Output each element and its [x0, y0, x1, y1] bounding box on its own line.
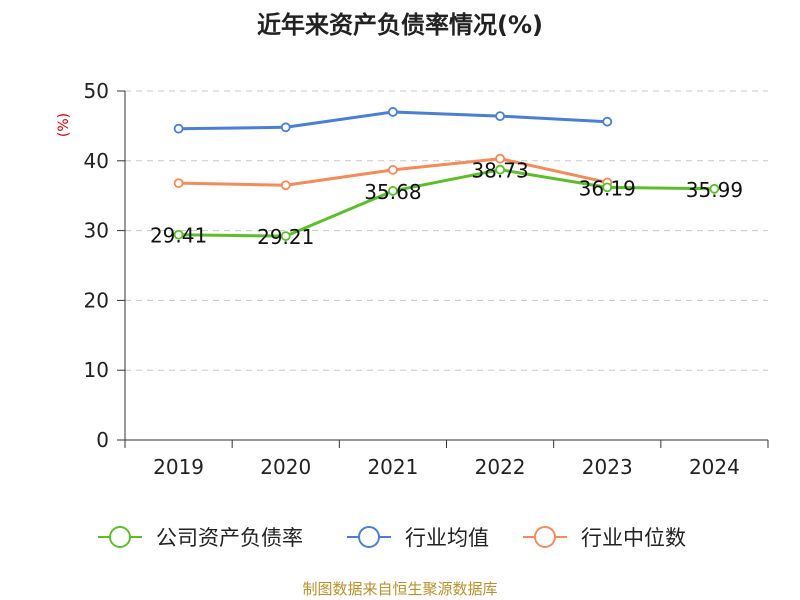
data-point: [173, 123, 184, 134]
data-labels: 29.41 29.21 35.68 38.73 36.19 35.99: [150, 159, 743, 249]
legend: 公司资产负债率 行业均值 行业中位数: [98, 526, 686, 550]
x-tick-label: 2023: [582, 455, 633, 479]
data-point: [280, 122, 291, 133]
legend-marker: [358, 526, 380, 548]
data-point: [388, 107, 398, 117]
data-point: [602, 116, 613, 127]
legend-label: 行业均值: [405, 526, 489, 550]
grid-lines: [125, 90, 768, 371]
data-label: 38.73: [471, 159, 528, 183]
y-tick-label: 0: [96, 428, 109, 452]
data-point: [388, 164, 398, 175]
series-lines: [173, 107, 720, 242]
data-label: 35.68: [364, 180, 421, 204]
legend-marker: [534, 526, 556, 548]
chart-title: 近年来资产负债率情况(%): [257, 11, 543, 39]
x-tick-label: 2024: [689, 455, 740, 479]
data-label: 35.99: [686, 178, 743, 202]
data-point: [280, 180, 291, 191]
data-point: [280, 231, 291, 242]
data-label: 36.19: [579, 176, 636, 200]
data-point: [173, 178, 184, 189]
y-tick-label: 10: [84, 358, 109, 382]
x-tick-label: 2019: [153, 455, 204, 479]
x-tick-label: 2021: [367, 455, 418, 479]
y-axis-unit: (%): [56, 113, 72, 137]
y-tick-label: 30: [84, 219, 109, 243]
series-line: [178, 168, 715, 238]
x-tick-label: 2020: [260, 455, 311, 479]
data-point: [602, 182, 613, 193]
y-tick-label: 20: [84, 288, 109, 312]
data-source-note: 制图数据来自恒生聚源数据库: [302, 580, 497, 598]
x-tick-label: 2022: [475, 455, 526, 479]
data-point: [709, 183, 720, 194]
legend-label: 行业中位数: [581, 526, 686, 550]
axes: 0 10 20 30 40 50 2019 2020 2021 2022 2023 2024: [84, 79, 769, 479]
data-point: [495, 111, 505, 122]
y-tick-label: 50: [84, 79, 109, 103]
data-point: [495, 164, 505, 175]
legend-label: 公司资产负债率: [156, 526, 303, 550]
data-point: [388, 186, 398, 196]
data-label: 29.41: [150, 224, 207, 248]
data-point: [495, 153, 505, 164]
data-label: 29.21: [257, 225, 314, 249]
data-point: [173, 229, 184, 240]
y-tick-label: 40: [84, 149, 109, 173]
legend-marker: [109, 526, 131, 548]
